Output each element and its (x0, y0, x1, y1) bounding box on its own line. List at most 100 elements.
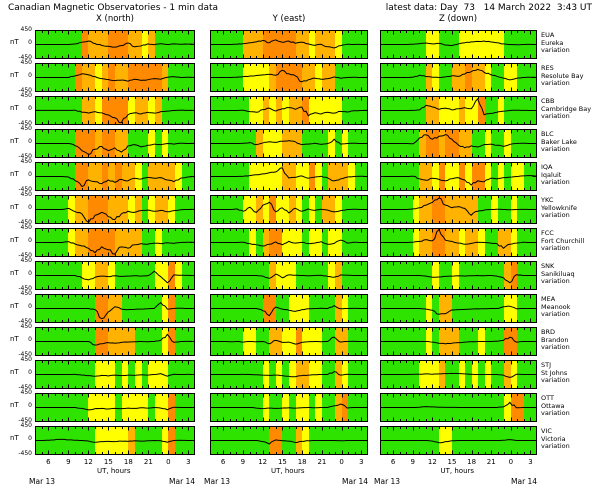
x-tick-label: 9 (410, 458, 415, 466)
y-axis-unit: nT (10, 302, 19, 310)
activity-band (269, 195, 276, 224)
panel-EUA-z (380, 30, 538, 59)
activity-band (75, 96, 82, 125)
panel-SNK-y (210, 261, 368, 290)
activity-band (121, 195, 129, 224)
activity-band (249, 30, 257, 59)
activity-band (282, 360, 289, 389)
trace-plot (380, 294, 537, 323)
activity-band (510, 393, 518, 422)
trace-plot (35, 228, 195, 257)
activity-band (412, 129, 420, 158)
activity-band (135, 195, 142, 224)
activity-band (135, 63, 142, 92)
activity-band (445, 162, 453, 191)
activity-band (249, 63, 257, 92)
y-axis-bottom-label: -450 (18, 54, 32, 61)
y-axis-unit: nT (10, 104, 19, 112)
trace-plot (35, 294, 195, 323)
panel-FCC-y (210, 228, 368, 257)
station-code: OTT (541, 394, 554, 402)
activity-band (288, 393, 296, 422)
y-axis-top-label: 450 (20, 158, 32, 165)
column-title-x: X (north) (96, 14, 134, 24)
trace-plot (35, 30, 195, 59)
activity-band (465, 30, 472, 59)
activity-band (155, 294, 162, 323)
activity-band (108, 63, 116, 92)
activity-band (524, 162, 531, 191)
trace-line (210, 69, 367, 83)
activity-band (458, 63, 466, 92)
activity-band (256, 63, 263, 92)
trace-line (35, 109, 194, 124)
activity-band (465, 129, 472, 158)
activity-band (504, 261, 511, 290)
activity-band (452, 195, 459, 224)
y-axis-top-label: 450 (20, 224, 32, 231)
activity-band (108, 96, 116, 125)
activity-band (121, 63, 129, 92)
trace-line (380, 40, 536, 47)
activity-band (334, 327, 342, 356)
activity-band (121, 96, 129, 125)
activity-band (419, 96, 426, 125)
trace-plot (210, 162, 368, 191)
activity-band (282, 30, 289, 59)
activity-band (161, 327, 169, 356)
trace-line (36, 40, 194, 48)
station-label-EUA: EUA Eureka variation (541, 31, 570, 55)
station-label-MEA: MEA Meanook variation (541, 295, 570, 319)
activity-band (148, 195, 156, 224)
station-name: St Johns (541, 368, 568, 377)
activity-band (115, 327, 122, 356)
activity-band (81, 96, 89, 125)
panel-OTT-y (210, 393, 368, 422)
activity-band (458, 228, 466, 257)
y-axis-bottom-label: -450 (18, 351, 32, 358)
y-axis-top-label: 450 (20, 422, 32, 429)
trace-line (210, 439, 367, 445)
activity-band (491, 63, 498, 92)
panel-EUA-x (35, 30, 196, 59)
x-tick-label: 9 (240, 458, 246, 466)
activity-band (75, 129, 82, 158)
trace-line (210, 39, 367, 49)
activity-band (438, 261, 446, 290)
column-title-y: Y (east) (272, 14, 306, 24)
activity-band (121, 261, 129, 290)
station-label-SNK: SNK Sanikiluaq variation (541, 262, 575, 286)
activity-band (101, 426, 109, 455)
activity-band (445, 360, 453, 389)
activity-band (262, 261, 270, 290)
activity-band (81, 195, 89, 224)
activity-band (484, 96, 492, 125)
activity-band (321, 162, 329, 191)
y-axis-top-label: 450 (20, 356, 32, 363)
activity-band (95, 195, 102, 224)
activity-band (269, 30, 276, 59)
panel-BLC-y (210, 129, 368, 158)
activity-band (168, 63, 176, 92)
activity-band (121, 162, 129, 191)
activity-band (95, 129, 102, 158)
activity-band (275, 96, 283, 125)
y-axis-bottom-label: -450 (18, 384, 32, 391)
trace-plot (380, 30, 537, 59)
activity-band (75, 195, 82, 224)
activity-band (510, 63, 518, 92)
activity-band (478, 129, 485, 158)
activity-band (478, 96, 485, 125)
activity-band (504, 228, 511, 257)
trace-line (35, 175, 194, 188)
activity-band (302, 294, 309, 323)
activity-band (115, 63, 122, 92)
activity-band (256, 294, 263, 323)
activity-band (497, 129, 505, 158)
activity-band (478, 195, 485, 224)
trace-line (380, 98, 536, 116)
activity-band (75, 393, 82, 422)
trace-line (210, 403, 367, 410)
activity-band (115, 162, 122, 191)
station-name: Cambridge Bay (541, 104, 592, 113)
